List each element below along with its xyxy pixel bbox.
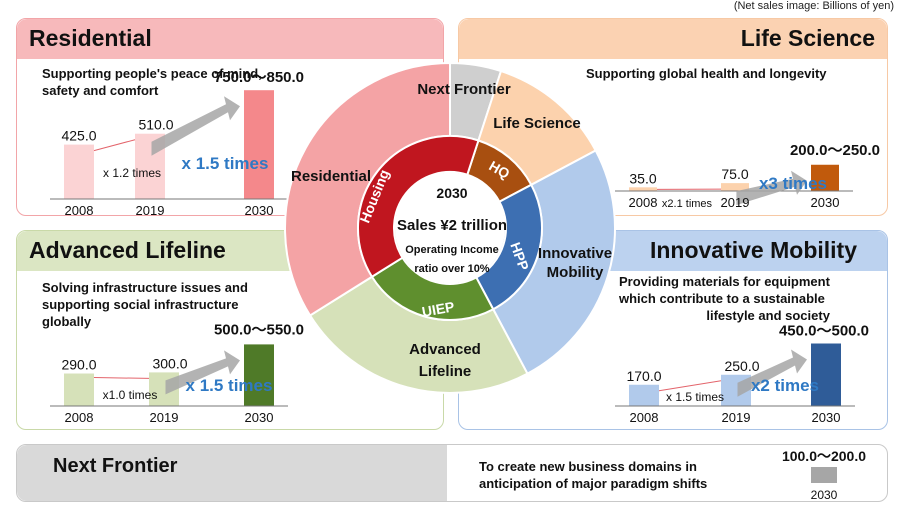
value-label: 500.0〜550.0 xyxy=(214,321,304,338)
life-science-panel: Life Science Supporting global health an… xyxy=(458,18,888,216)
next-frontier-desc-line: To create new business domains in xyxy=(479,459,697,474)
growth-small-label: x1.0 times xyxy=(103,388,158,402)
innovative-mobility-panel: Innovative Mobility Providing materials … xyxy=(458,230,888,430)
residential-title: Residential xyxy=(29,25,152,51)
trend-line xyxy=(93,377,150,379)
residential-desc-line: Supporting people's peace of mind, xyxy=(42,66,262,81)
bar xyxy=(244,344,274,406)
bar xyxy=(811,343,841,406)
growth-arrow xyxy=(151,96,240,156)
year-label: 2030 xyxy=(811,488,838,502)
value-label: 170.0 xyxy=(626,368,661,384)
bar xyxy=(64,373,94,406)
value-label: 300.0 xyxy=(152,355,187,371)
residential-header xyxy=(17,19,443,59)
innovative-mobility-desc: Providing materials for equipment which … xyxy=(619,273,830,324)
life-science-header xyxy=(459,19,887,59)
year-label: 2008 xyxy=(65,410,94,425)
growth-small-label: x 1.5 times xyxy=(666,390,724,404)
residential-desc: Supporting people's peace of mind, safet… xyxy=(42,65,262,99)
year-label: 2019 xyxy=(721,195,750,210)
bar xyxy=(64,144,94,199)
next-frontier-desc: To create new business domains in antici… xyxy=(479,458,707,492)
innovative-mobility-desc-line: which contribute to a sustainable xyxy=(619,291,825,306)
next-frontier-title: Next Frontier xyxy=(53,455,178,477)
value-label: 510.0 xyxy=(138,117,173,133)
life-science-title: Life Science xyxy=(740,25,875,51)
year-label: 2008 xyxy=(629,195,658,210)
value-label: 250.0 xyxy=(724,358,759,374)
year-label: 2019 xyxy=(150,410,179,425)
next-frontier-desc-line: anticipation of major paradigm shifts xyxy=(479,476,708,491)
advanced-lifeline-bar-chart: 2008 2019 2030 290.0 300.0 500.0〜550.0 x1.0 ti… xyxy=(50,321,304,425)
value-label: 75.0 xyxy=(721,166,748,182)
unit-note: (Net sales image: Billions of yen) xyxy=(733,0,894,12)
innovative-mobility-title: Innovative Mobility xyxy=(649,237,857,263)
advanced-lifeline-desc-line: globally xyxy=(42,314,92,329)
advanced-lifeline-desc-line: supporting social infrastructure xyxy=(42,297,239,312)
growth-small-label: x 1.2 times xyxy=(103,166,161,180)
year-label: 2030 xyxy=(812,410,841,425)
life-science-bar-chart: 2008 2019 2030 35.0 75.0 200.0〜250.0 x2.1 time… xyxy=(615,142,880,210)
growth-big-label: x 1.5 times xyxy=(186,376,273,395)
growth-arrow xyxy=(737,349,807,397)
growth-small-label: x2.1 times xyxy=(662,198,713,210)
bar xyxy=(721,183,749,191)
year-label: 2030 xyxy=(811,195,840,210)
year-label: 2019 xyxy=(722,410,751,425)
next-frontier-panel: Next Frontier To create new business dom… xyxy=(16,444,888,502)
advanced-lifeline-desc: Solving infrastructure issues and suppor… xyxy=(42,279,248,330)
value-label: 35.0 xyxy=(629,170,656,186)
bar xyxy=(811,164,839,191)
value-label: 450.0〜500.0 xyxy=(779,323,869,340)
bar xyxy=(629,187,657,191)
residential-desc-line: safety and comfort xyxy=(42,83,159,98)
trend-line xyxy=(93,139,136,152)
life-science-desc: Supporting global health and longevity xyxy=(586,65,827,82)
trend-line xyxy=(658,380,722,392)
value-label: 100.0〜200.0 xyxy=(782,448,866,464)
life-science-desc-line: Supporting global health and longevity xyxy=(586,66,827,81)
next-frontier-header xyxy=(17,445,447,501)
bar xyxy=(811,467,837,483)
year-label: 2030 xyxy=(245,203,274,217)
value-label: 290.0 xyxy=(61,357,96,373)
growth-arrow xyxy=(165,350,240,395)
advanced-lifeline-desc-line: Solving infrastructure issues and xyxy=(42,280,248,295)
growth-big-label: x 1.5 times xyxy=(182,154,269,173)
value-label: 750.0〜850.0 xyxy=(214,69,304,86)
innovative-mobility-desc-line: lifestyle and society xyxy=(706,308,830,323)
next-frontier-bar-chart: 100.0〜200.0 2030 xyxy=(782,448,866,502)
bar xyxy=(244,90,274,199)
year-label: 2030 xyxy=(245,410,274,425)
advanced-lifeline-title: Advanced Lifeline xyxy=(29,237,226,263)
bar xyxy=(629,384,659,406)
growth-big-label: x2 times xyxy=(751,376,819,395)
value-label: 425.0 xyxy=(61,128,96,144)
year-label: 2019 xyxy=(136,203,165,217)
innovative-mobility-desc-line: Providing materials for equipment xyxy=(619,274,830,289)
advanced-lifeline-panel: Advanced Lifeline Solving infrastructure… xyxy=(16,230,444,430)
value-label: 200.0〜250.0 xyxy=(790,142,880,159)
residential-bar-chart: 2008 2019 2030 425.0 510.0 750.0〜850.0 x 1.2 t… xyxy=(50,69,304,217)
growth-arrow xyxy=(736,170,807,206)
residential-panel: Residential Supporting people's peace of… xyxy=(16,18,444,217)
innovative-mobility-bar-chart: 2008 2019 2030 170.0 250.0 450.0〜500.0 x 1.5 t… xyxy=(615,323,869,425)
growth-big-label: x3 times xyxy=(759,174,827,193)
year-label: 2008 xyxy=(630,410,659,425)
year-label: 2008 xyxy=(65,203,94,217)
